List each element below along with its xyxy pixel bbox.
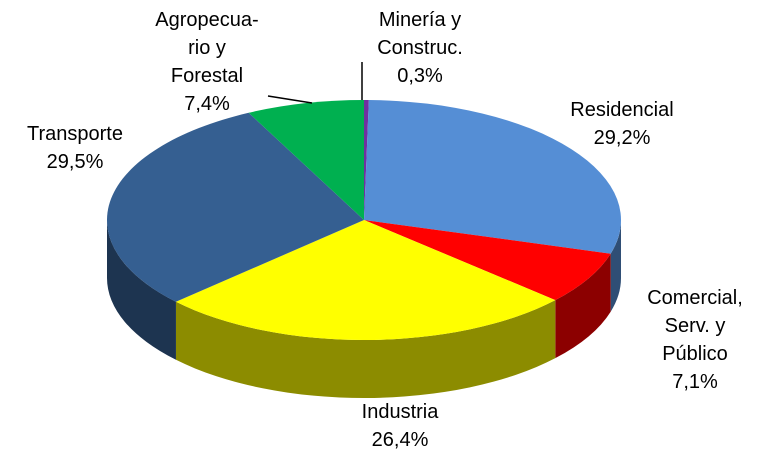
value-label: 0,3% (397, 65, 443, 87)
leader-line (267, 95, 313, 104)
category-label: Industria (361, 401, 439, 423)
category-label: Transporte (27, 123, 123, 145)
slice-side (610, 220, 621, 312)
slice-side (175, 300, 556, 398)
slice (248, 100, 364, 220)
slice-label: Residencial 29,2% (522, 96, 722, 152)
slice-label: Minería y Construc. 0,3% (320, 6, 520, 90)
slice (106, 112, 365, 302)
slice-label: Comercial, Serv. y Público 7,1% (595, 284, 760, 396)
slice (175, 220, 556, 341)
slice-label: Transporte 29,5% (0, 120, 175, 176)
slice-label: Agropecua- rio y Forestal 7,4% (107, 6, 307, 118)
slice (364, 220, 611, 301)
slice (364, 100, 621, 254)
slice-side (555, 253, 611, 359)
value-label: 7,1% (672, 371, 718, 393)
slice (364, 100, 369, 220)
value-label: 26,4% (371, 429, 429, 451)
slice-side (107, 220, 176, 360)
category-label: Residencial (570, 99, 674, 121)
value-label: 29,5% (46, 151, 104, 173)
slice-label: Industria 26,4% (300, 398, 500, 454)
category-label: Minería y Construc. (377, 9, 463, 59)
value-label: 29,2% (593, 127, 651, 149)
value-label: 7,4% (184, 93, 230, 115)
category-label: Agropecua- rio y Forestal (155, 9, 259, 87)
category-label: Comercial, Serv. y Público (647, 287, 743, 365)
